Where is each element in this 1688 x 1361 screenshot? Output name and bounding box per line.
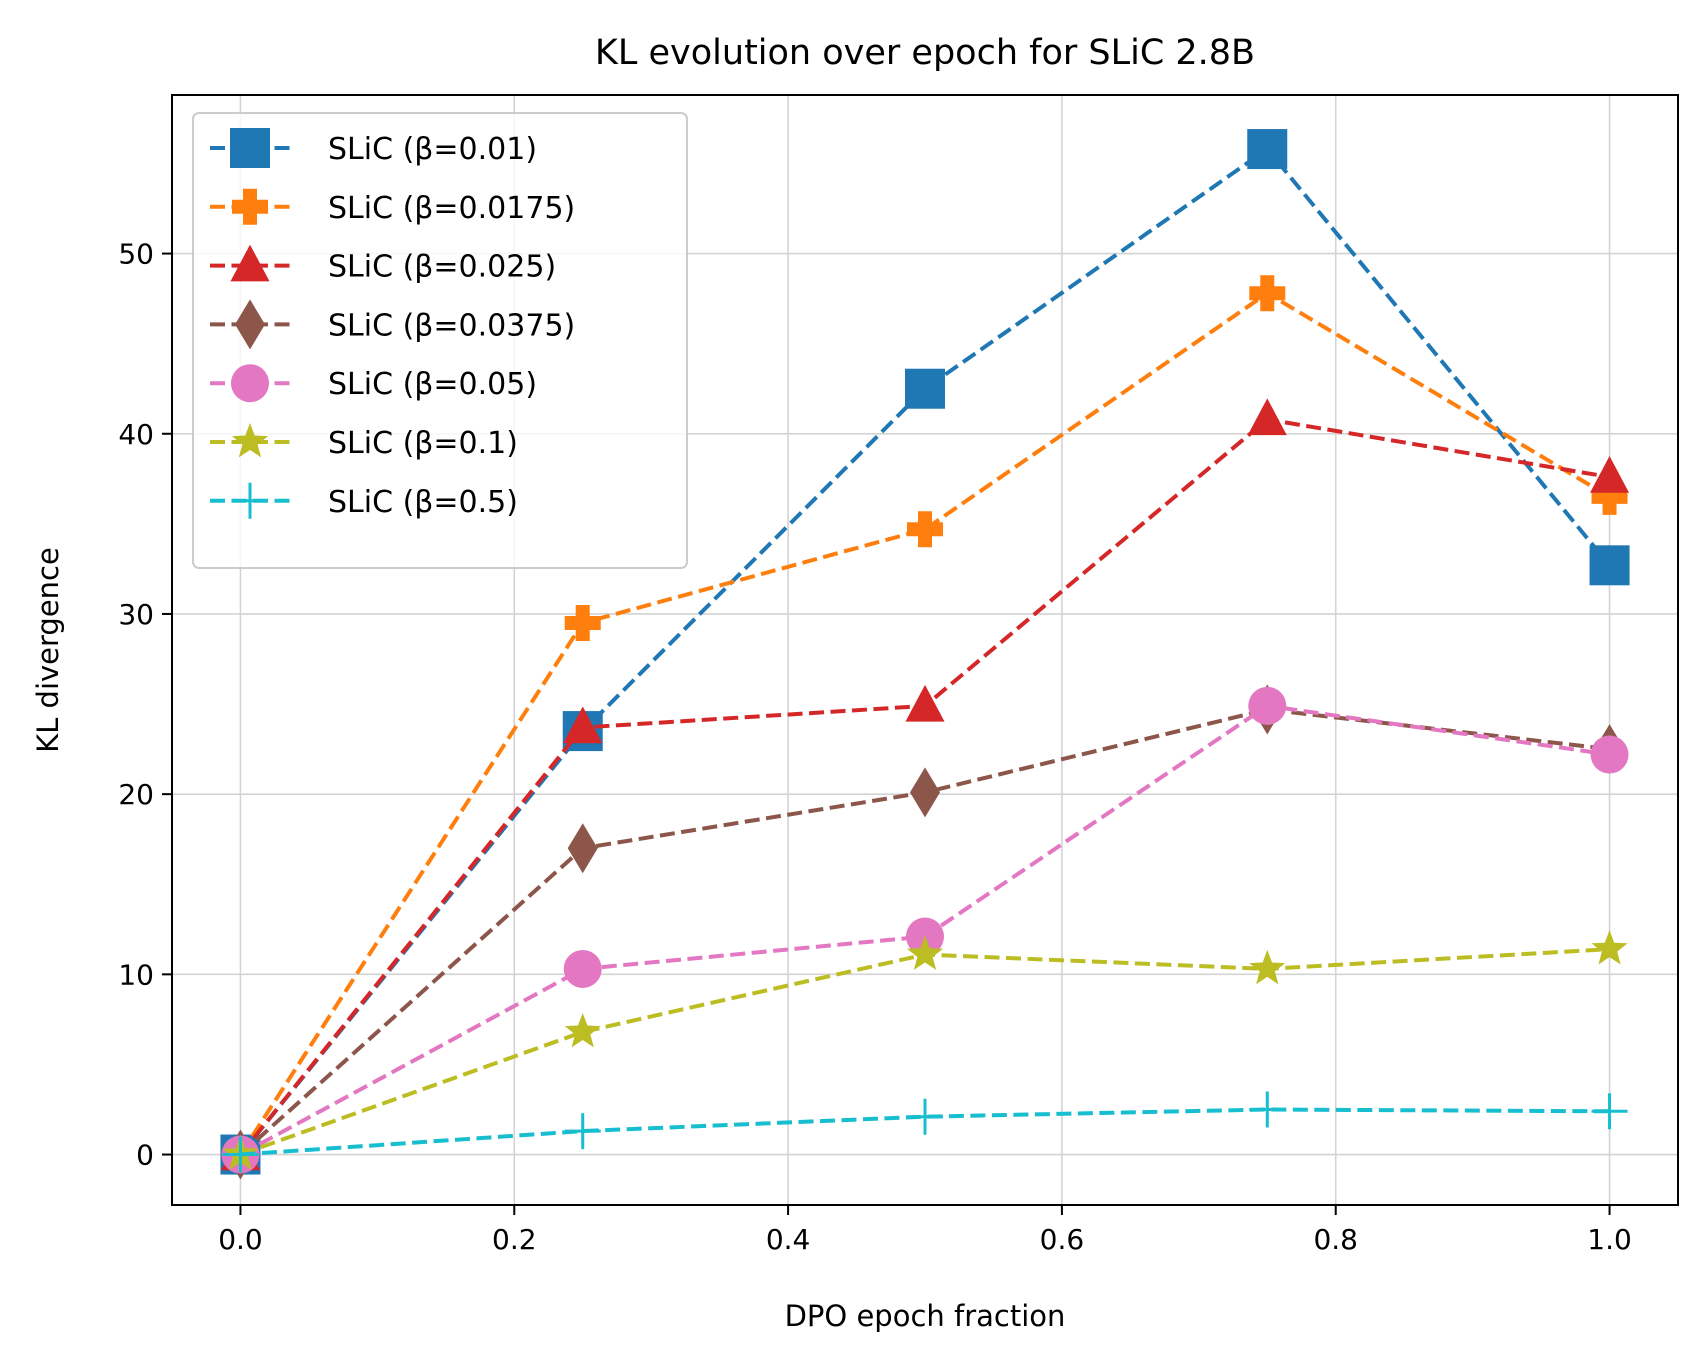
series-layer bbox=[220, 129, 1630, 1180]
x-tick-label: 0.8 bbox=[1313, 1223, 1358, 1256]
x-axis-ticks: 0.0 0.2 0.4 0.6 0.8 1.0 bbox=[218, 1205, 1632, 1256]
legend-label: SLiC (β=0.1) bbox=[328, 426, 518, 461]
data-point bbox=[906, 935, 944, 970]
x-axis-label: DPO epoch fraction bbox=[785, 1299, 1066, 1333]
data-point bbox=[1247, 398, 1287, 436]
legend-label: SLiC (β=0.5) bbox=[328, 485, 518, 520]
data-point bbox=[905, 684, 945, 722]
legend-marker bbox=[230, 244, 270, 282]
legend-label: SLiC (β=0.025) bbox=[328, 250, 556, 285]
legend-item: SLiC (β=0.05) bbox=[210, 364, 537, 403]
data-point bbox=[1590, 456, 1630, 493]
data-point bbox=[563, 706, 603, 744]
data-point bbox=[1249, 949, 1286, 985]
y-axis-ticks: 0 10 20 30 40 50 bbox=[118, 238, 172, 1172]
data-point bbox=[1591, 1093, 1628, 1130]
legend-label: SLiC (β=0.0175) bbox=[328, 191, 575, 226]
data-point bbox=[1589, 545, 1630, 586]
legend-item: SLiC (β=0.025) bbox=[210, 244, 556, 285]
legend-marker bbox=[231, 364, 269, 403]
data-point bbox=[1249, 1091, 1286, 1128]
legend-marker bbox=[232, 188, 268, 225]
x-tick-label: 1.0 bbox=[1587, 1223, 1632, 1256]
legend-item: SLiC (β=0.01) bbox=[210, 128, 537, 168]
legend-marker bbox=[235, 299, 265, 350]
legend-item: SLiC (β=0.0375) bbox=[210, 299, 575, 350]
legend-marker bbox=[232, 482, 268, 519]
data-point bbox=[1247, 129, 1288, 170]
data-point bbox=[564, 1013, 601, 1048]
y-tick-label: 0 bbox=[136, 1139, 154, 1172]
plot-area-frame bbox=[171, 94, 1679, 1206]
legend-box bbox=[192, 112, 688, 569]
data-point bbox=[1248, 686, 1287, 725]
data-point bbox=[563, 949, 602, 988]
chart-title: KL evolution over epoch for SLiC 2.8B bbox=[595, 33, 1255, 73]
data-point bbox=[910, 767, 940, 818]
data-point bbox=[1590, 735, 1629, 774]
data-point bbox=[567, 823, 598, 874]
data-point bbox=[907, 511, 943, 548]
y-tick-label: 50 bbox=[118, 238, 154, 271]
legend-item: SLiC (β=0.1) bbox=[210, 423, 518, 461]
x-tick-label: 0.0 bbox=[218, 1223, 263, 1256]
y-tick-label: 30 bbox=[118, 598, 154, 631]
x-tick-label: 0.6 bbox=[1040, 1223, 1085, 1256]
legend: SLiC (β=0.01) SLiC (β=0.0175) SLiC (β=0.02… bbox=[192, 112, 688, 569]
x-tick-label: 0.2 bbox=[492, 1223, 537, 1256]
legend-label: SLiC (β=0.0375) bbox=[328, 308, 575, 343]
y-tick-label: 40 bbox=[118, 418, 154, 451]
x-tick-label: 0.4 bbox=[766, 1223, 811, 1256]
legend-marker bbox=[231, 423, 269, 458]
y-tick-label: 10 bbox=[118, 958, 154, 991]
legend-item: SLiC (β=0.5) bbox=[210, 482, 518, 520]
series-line bbox=[240, 1107, 1610, 1157]
series-line bbox=[238, 290, 1611, 1156]
y-tick-label: 20 bbox=[118, 778, 154, 811]
legend-label: SLiC (β=0.01) bbox=[328, 132, 537, 167]
data-point bbox=[907, 1098, 943, 1135]
legend-marker bbox=[230, 128, 270, 168]
y-axis-label: KL divergence bbox=[31, 547, 65, 753]
data-point bbox=[1591, 478, 1628, 515]
data-point bbox=[564, 604, 601, 641]
data-point bbox=[564, 1113, 601, 1150]
series-line bbox=[238, 146, 1612, 1156]
legend-label: SLiC (β=0.05) bbox=[328, 367, 537, 402]
data-point bbox=[1249, 275, 1286, 312]
series-7 bbox=[222, 1091, 1628, 1173]
data-point bbox=[222, 1136, 259, 1173]
data-point bbox=[905, 368, 945, 409]
data-point bbox=[1591, 930, 1628, 965]
legend-item: SLiC (β=0.0175) bbox=[210, 188, 575, 226]
